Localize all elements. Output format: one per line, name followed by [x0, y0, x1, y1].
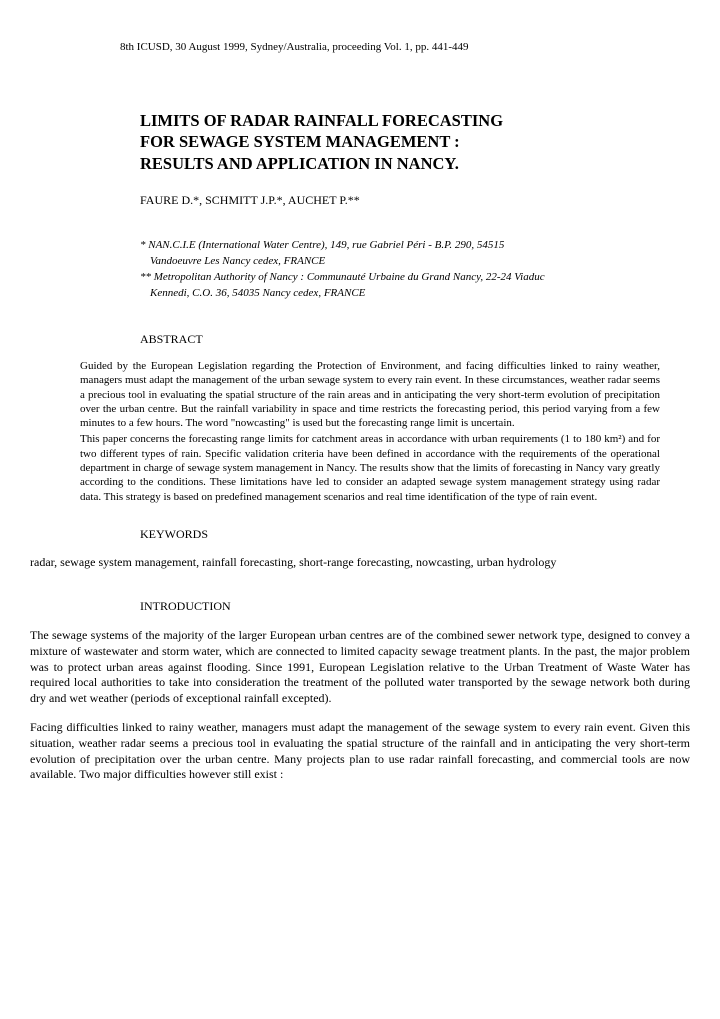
affiliations: * NAN.C.I.E (International Water Centre)… — [140, 238, 650, 300]
intro-paragraph-1: The sewage systems of the majority of th… — [30, 628, 690, 706]
intro-paragraph-2: Facing difficulties linked to rainy weat… — [30, 720, 690, 782]
abstract-heading: ABSTRACT — [140, 331, 690, 347]
paper-title: LIMITS OF RADAR RAINFALL FORECASTING FOR… — [140, 110, 630, 174]
authors: FAURE D.*, SCHMITT J.P.*, AUCHET P.** — [140, 192, 690, 208]
affiliation-2a: ** Metropolitan Authority of Nancy : Com… — [140, 270, 650, 285]
affiliation-2b: Kennedi, C.O. 36, 54035 Nancy cedex, FRA… — [140, 286, 650, 301]
affiliation-1b: Vandoeuvre Les Nancy cedex, FRANCE — [140, 254, 650, 269]
header-reference: 8th ICUSD, 30 August 1999, Sydney/Austra… — [120, 40, 690, 55]
title-line-1: LIMITS OF RADAR RAINFALL FORECASTING — [140, 110, 630, 131]
introduction-heading: INTRODUCTION — [140, 598, 690, 614]
keywords-heading: KEYWORDS — [140, 526, 690, 542]
title-line-2: FOR SEWAGE SYSTEM MANAGEMENT : — [140, 131, 630, 152]
abstract-paragraph-1: Guided by the European Legislation regar… — [80, 359, 660, 430]
keywords-body: radar, sewage system management, rainfal… — [30, 554, 690, 570]
affiliation-1a: * NAN.C.I.E (International Water Centre)… — [140, 238, 650, 253]
abstract-paragraph-2: This paper concerns the forecasting rang… — [80, 432, 660, 503]
abstract-body: Guided by the European Legislation regar… — [80, 359, 660, 504]
title-line-3: RESULTS AND APPLICATION IN NANCY. — [140, 153, 630, 174]
